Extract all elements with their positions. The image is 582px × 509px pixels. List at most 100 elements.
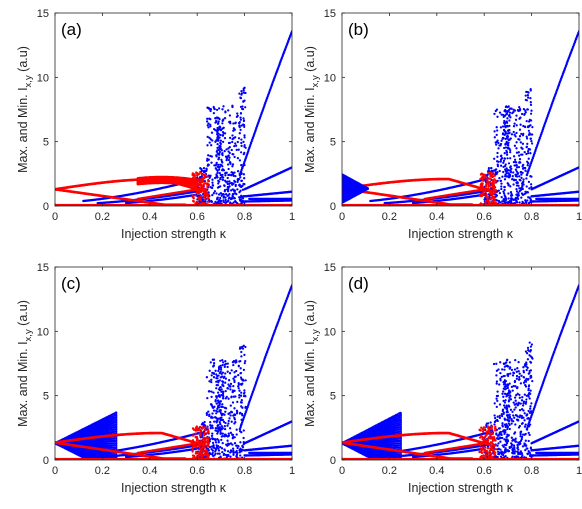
x-intensity-point xyxy=(505,121,507,123)
x-intensity-point xyxy=(224,137,226,139)
x-intensity-point xyxy=(519,129,521,131)
x-intensity-point xyxy=(240,90,242,92)
x-intensity-point xyxy=(488,169,490,171)
x-intensity-point xyxy=(217,164,219,166)
x-intensity-point xyxy=(206,144,208,146)
x-intensity-point xyxy=(502,133,504,135)
x-intensity-point xyxy=(499,201,501,203)
x-intensity-point xyxy=(519,158,521,160)
x-intensity-point xyxy=(231,106,233,108)
x-intensity-point xyxy=(243,120,245,122)
x-intensity-point xyxy=(221,165,223,167)
x-intensity-point xyxy=(501,176,503,178)
x-intensity-point xyxy=(227,155,229,157)
x-intensity-point xyxy=(515,147,517,149)
x-intensity-point xyxy=(500,155,502,157)
x-intensity-point xyxy=(216,131,218,133)
x-intensity-point xyxy=(500,180,502,182)
x-intensity-point xyxy=(526,137,528,139)
x-intensity-point xyxy=(242,195,244,197)
x-intensity-point xyxy=(504,186,506,188)
x-intensity-point xyxy=(239,121,241,123)
x-intensity-point xyxy=(216,151,218,153)
x-intensity-point xyxy=(527,169,529,171)
x-intensity-point xyxy=(242,117,244,119)
x-intensity-point xyxy=(496,173,498,175)
x-intensity-point xyxy=(244,92,246,94)
x-intensity-point xyxy=(236,181,238,183)
x-intensity-point xyxy=(240,145,242,147)
x-intensity-point xyxy=(216,109,218,111)
x-intensity-point xyxy=(521,182,523,184)
x-intensity-point xyxy=(219,197,221,199)
x-intensity-point xyxy=(518,106,520,108)
x-intensity-point xyxy=(496,152,498,154)
x-intensity-point xyxy=(238,124,240,126)
x-intensity-point xyxy=(518,154,520,156)
x-intensity-point xyxy=(521,148,523,150)
y-tick-label: 10 xyxy=(37,72,49,84)
y-intensity-point xyxy=(194,194,196,196)
x-intensity-point xyxy=(515,188,517,190)
y-intensity-point xyxy=(200,199,202,201)
x-intensity-point xyxy=(237,115,239,117)
x-intensity-point xyxy=(525,177,527,179)
x-intensity-point xyxy=(239,132,241,134)
x-intensity-point xyxy=(526,185,528,187)
x-intensity-point xyxy=(504,158,506,160)
x-intensity-point xyxy=(239,185,241,187)
x-intensity-point xyxy=(500,182,502,184)
x-intensity-point xyxy=(521,201,523,203)
x-intensity-point xyxy=(245,147,247,149)
y-tick-label: 5 xyxy=(43,137,49,149)
y-intensity-point xyxy=(199,191,201,193)
x-intensity-point xyxy=(233,145,235,147)
x-intensity-point xyxy=(509,157,511,159)
x-intensity-point xyxy=(231,153,233,155)
y-intensity-point xyxy=(201,202,203,204)
x-intensity-point xyxy=(530,88,532,90)
x-intensity-point xyxy=(488,167,490,169)
x-intensity-point xyxy=(515,119,517,121)
x-intensity-point xyxy=(530,110,532,112)
x-intensity-point xyxy=(231,138,233,140)
x-intensity-point xyxy=(228,142,230,144)
y-axis-label: Max. and Min. Ix,y (a.u) xyxy=(16,46,34,173)
x-intensity-point xyxy=(528,130,530,132)
x-intensity-point xyxy=(224,110,226,112)
x-intensity-point xyxy=(493,130,495,132)
y-intensity-point xyxy=(203,183,205,185)
y-intensity-point xyxy=(202,178,204,180)
x-intensity-point xyxy=(209,141,211,143)
x-intensity-point xyxy=(504,131,506,133)
x-intensity-point xyxy=(521,153,523,155)
x-intensity-point xyxy=(225,199,227,201)
x-intensity-point xyxy=(244,106,246,108)
x-intensity-point xyxy=(518,162,520,164)
x-intensity-point xyxy=(243,183,245,185)
x-intensity-point xyxy=(214,108,216,110)
x-intensity-point xyxy=(530,201,532,203)
x-intensity-point xyxy=(211,139,213,141)
x-intensity-point xyxy=(525,91,527,93)
x-intensity-point xyxy=(218,107,220,109)
x-intensity-point xyxy=(509,107,511,109)
x-intensity-point xyxy=(233,156,235,158)
x-intensity-point xyxy=(528,134,530,136)
x-intensity-point xyxy=(206,120,208,122)
x-intensity-point xyxy=(525,201,527,203)
x-intensity-point xyxy=(210,144,212,146)
x-intensity-point xyxy=(241,108,243,110)
x-intensity-point xyxy=(240,164,242,166)
x-intensity-point xyxy=(231,141,233,143)
x-intensity-point xyxy=(243,134,245,136)
x-intensity-point xyxy=(218,157,220,159)
x-intensity-point xyxy=(527,162,529,164)
x-intensity-point xyxy=(499,170,501,172)
x-intensity-point xyxy=(210,162,212,164)
x-intensity-point xyxy=(222,105,224,107)
x-intensity-point xyxy=(528,158,530,160)
panel-label: (a) xyxy=(61,20,82,39)
x-intensity-point xyxy=(511,133,513,135)
x-intensity-point xyxy=(240,97,242,99)
